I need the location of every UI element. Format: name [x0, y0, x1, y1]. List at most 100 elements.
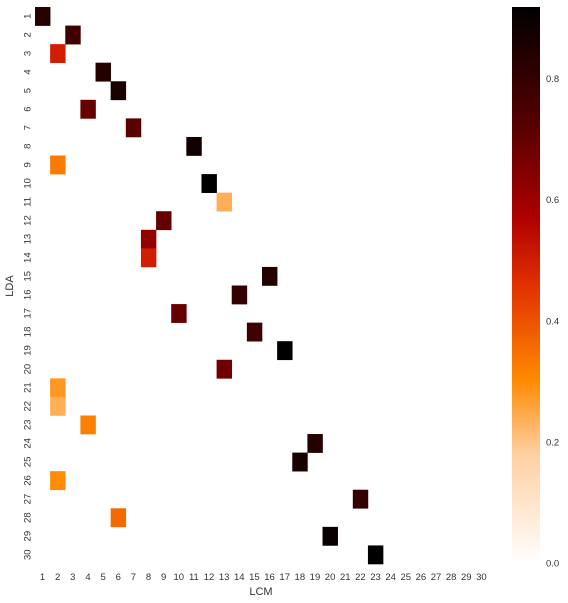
- colorbar-tick-label: 0.6: [546, 195, 559, 206]
- heatmap-cell: [352, 489, 369, 509]
- heatmap-cell: [140, 248, 157, 268]
- x-tick-label: 22: [355, 572, 366, 583]
- colorbar-tick-label: 0.2: [546, 437, 559, 448]
- x-tick-label: 27: [431, 572, 442, 583]
- x-tick-label: 16: [264, 572, 275, 583]
- x-tick-label: 30: [476, 572, 487, 583]
- heatmap-cell: [125, 118, 142, 138]
- heatmap-cell: [80, 99, 96, 119]
- y-tick-label: 4: [23, 69, 34, 74]
- x-tick-label: 26: [416, 572, 427, 583]
- y-tick-label: 25: [23, 457, 34, 468]
- x-tick-label: 23: [370, 572, 381, 583]
- heatmap-cell: [231, 285, 248, 305]
- y-tick-label: 9: [23, 162, 34, 167]
- x-tick-label: 1: [40, 572, 45, 583]
- heatmap-cell: [80, 415, 96, 435]
- heatmap-cell: [171, 304, 187, 323]
- heatmap-cell: [65, 25, 81, 45]
- y-tick-label: 16: [23, 289, 34, 300]
- x-tick-label: 4: [85, 572, 90, 583]
- heatmap-cell: [216, 192, 233, 212]
- heatmap-cell: [216, 359, 233, 379]
- x-tick-label: 10: [173, 572, 184, 583]
- y-tick-label: 30: [23, 549, 34, 560]
- x-tick-label: 28: [446, 572, 457, 583]
- x-tick-label: 24: [385, 572, 396, 583]
- y-axis-label: LDA: [4, 275, 16, 297]
- y-tick-label: 27: [23, 494, 34, 505]
- heatmap-cell: [50, 471, 66, 491]
- heatmap-cell: [50, 155, 66, 175]
- x-tick-label: 19: [310, 572, 321, 583]
- heatmap-cell: [186, 136, 202, 156]
- x-tick-label: 21: [340, 572, 351, 583]
- y-tick-label: 18: [23, 327, 34, 338]
- heatmap-cell: [262, 266, 278, 286]
- y-tick-label: 28: [23, 512, 34, 523]
- y-tick-label: 13: [23, 234, 34, 245]
- heatmap-cell: [292, 452, 308, 472]
- x-tick-label: 12: [204, 572, 215, 583]
- x-tick-label: 3: [70, 572, 75, 583]
- heatmap-cell: [277, 341, 293, 361]
- colorbar-tick-labels: 0.0 0.2 0.4 0.6 0.8: [546, 74, 559, 569]
- y-tick-label: 2: [23, 32, 34, 37]
- y-tick-label: 24: [23, 438, 34, 449]
- x-tick-label: 25: [400, 572, 411, 583]
- y-tick-label: 23: [23, 419, 34, 430]
- colorbar-tick-label: 0.4: [546, 316, 559, 327]
- x-tick-label: 9: [161, 572, 166, 583]
- heatmap-cell: [110, 81, 127, 101]
- x-tick-label: 15: [249, 572, 260, 583]
- heatmap-cell: [50, 396, 66, 416]
- y-tick-label: 17: [23, 308, 34, 319]
- y-tick-label: 11: [23, 197, 34, 207]
- heatmap-cell: [307, 434, 323, 453]
- colorbar-tick-label: 0.0: [546, 559, 559, 570]
- x-axis-label: LCM: [249, 586, 272, 598]
- y-tick-label: 6: [23, 106, 34, 111]
- heatmap-cells: [35, 7, 384, 565]
- heatmap-cell: [140, 229, 157, 249]
- y-tick-label: 21: [23, 382, 34, 393]
- x-tick-label: 14: [234, 572, 245, 583]
- heatmap-cell: [156, 211, 172, 231]
- y-tick-label: 29: [23, 531, 34, 542]
- y-tick-label: 20: [23, 364, 34, 375]
- x-tick-label: 29: [461, 572, 472, 583]
- x-tick-label: 2: [55, 572, 60, 583]
- x-tick-label: 11: [189, 572, 199, 583]
- colorbar-tick-label: 0.8: [546, 74, 559, 85]
- heatmap-cell: [201, 174, 217, 193]
- x-tick-labels: 1 2 3 4 5 6 7 8 9 10 11 12 13 14 15 16 17 18 19 20 21 22 23 24 2…: [40, 572, 487, 583]
- y-tick-label: 1: [23, 14, 34, 19]
- heatmap-cell: [50, 378, 66, 398]
- x-tick-label: 7: [131, 572, 136, 583]
- heatmap-cell: [246, 322, 263, 342]
- heatmap-cell: [95, 62, 111, 82]
- colorbar: [512, 7, 540, 564]
- x-tick-label: 20: [325, 572, 336, 583]
- x-tick-label: 17: [279, 572, 290, 583]
- y-tick-label: 5: [23, 88, 34, 93]
- x-tick-label: 5: [100, 572, 105, 583]
- y-tick-label: 10: [23, 178, 34, 189]
- heatmap-cell: [367, 545, 384, 565]
- y-tick-label: 8: [23, 144, 34, 149]
- heatmap-cell: [322, 526, 338, 546]
- y-tick-label: 26: [23, 475, 34, 486]
- heatmap-cell: [50, 44, 66, 63]
- y-tick-label: 14: [23, 252, 34, 263]
- y-tick-label: 15: [23, 271, 34, 282]
- x-tick-label: 8: [146, 572, 151, 583]
- y-tick-label: 12: [23, 215, 34, 226]
- x-tick-label: 18: [295, 572, 306, 583]
- y-tick-label: 22: [23, 401, 34, 412]
- y-tick-labels: 1234567891011121314151617181920212223242…: [23, 14, 34, 560]
- y-tick-label: 7: [23, 125, 34, 130]
- y-tick-label: 19: [23, 345, 34, 356]
- x-tick-label: 13: [219, 572, 230, 583]
- y-tick-label: 3: [23, 51, 34, 56]
- heatmap-cell: [35, 7, 51, 26]
